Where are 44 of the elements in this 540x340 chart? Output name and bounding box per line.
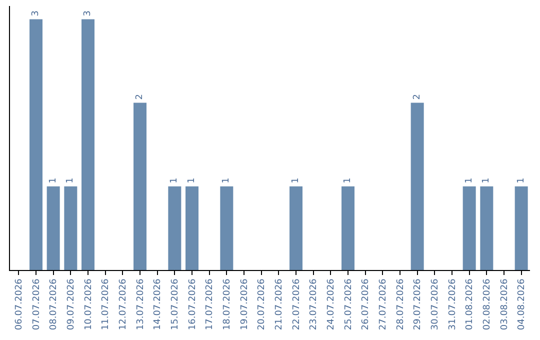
x-tick-label: 02.08.2026 <box>482 278 493 330</box>
x-tick-label: 17.07.2026 <box>205 278 216 330</box>
x-tick-label: 13.07.2026 <box>136 278 146 330</box>
x-tick-label: 06.07.2026 <box>14 278 25 330</box>
data-label: 1 <box>222 178 232 184</box>
x-tick-label: 22.07.2026 <box>292 278 302 330</box>
data-label: 1 <box>464 178 474 184</box>
x-tick-label: 19.07.2026 <box>240 278 250 330</box>
x-tick-label: 23.07.2026 <box>309 278 320 330</box>
x-tick-label: 27.07.2026 <box>378 278 389 330</box>
data-label: 1 <box>187 178 197 184</box>
x-tick-label: 15.07.2026 <box>170 278 181 330</box>
x-tick-label: 09.07.2026 <box>66 278 77 330</box>
x-tick-label: 26.07.2026 <box>361 278 372 330</box>
data-label: 1 <box>291 178 301 184</box>
x-tick-label: 08.07.2026 <box>49 278 60 330</box>
data-label: 1 <box>482 178 492 184</box>
data-label: 2 <box>135 94 145 100</box>
data-label: 1 <box>343 178 353 184</box>
x-tick-label: 10.07.2026 <box>84 278 94 330</box>
x-tick-label: 14.07.2026 <box>153 278 164 330</box>
x-tick-label: 04.08.2026 <box>517 278 528 330</box>
data-label: 1 <box>48 178 58 184</box>
data-label: 3 <box>31 10 41 16</box>
x-tick-label: 12.07.2026 <box>118 278 129 330</box>
x-tick-label: 29.07.2026 <box>413 278 424 330</box>
x-tick-label: 30.07.2026 <box>430 278 441 330</box>
x-tick-label: 07.07.2026 <box>32 278 42 330</box>
data-label: 1 <box>66 178 76 184</box>
x-tick-label: 21.07.2026 <box>274 278 285 330</box>
x-tick-label: 25.07.2026 <box>344 278 354 330</box>
x-tick-label: 24.07.2026 <box>326 278 337 330</box>
x-tick-label: 11.07.2026 <box>101 278 112 330</box>
x-tick-label: 18.07.2026 <box>222 278 233 330</box>
data-label: 1 <box>516 178 526 184</box>
x-tick-label: 03.08.2026 <box>500 278 510 330</box>
x-tick-label: 31.07.2026 <box>448 278 458 330</box>
x-tick-label: 28.07.2026 <box>396 278 406 330</box>
x-tick-label: 01.08.2026 <box>465 278 476 330</box>
data-label: 2 <box>412 94 422 100</box>
x-tick-label: 16.07.2026 <box>188 278 198 330</box>
data-label: 1 <box>170 178 180 184</box>
data-label: 3 <box>83 10 93 16</box>
x-tick-label: 20.07.2026 <box>257 278 268 330</box>
